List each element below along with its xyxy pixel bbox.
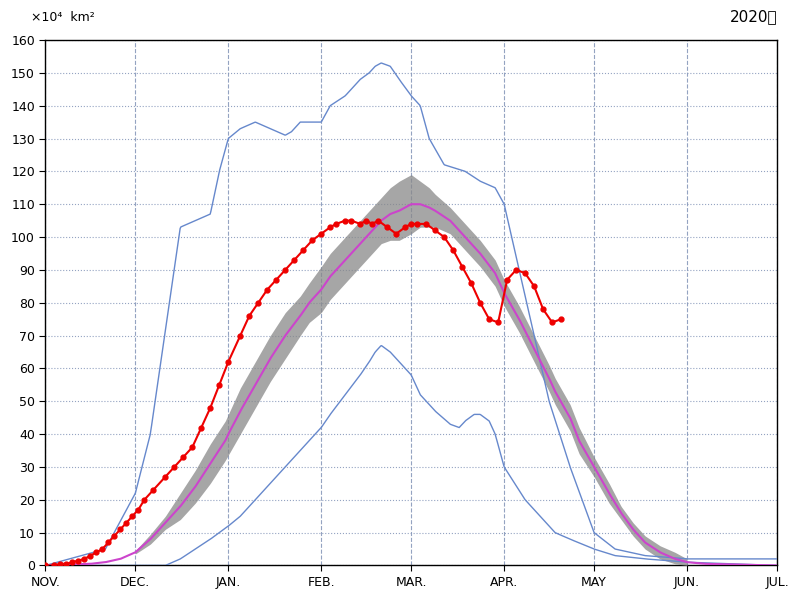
Text: ×10⁴  km²: ×10⁴ km² xyxy=(30,11,94,24)
Text: 2020年: 2020年 xyxy=(730,9,777,24)
